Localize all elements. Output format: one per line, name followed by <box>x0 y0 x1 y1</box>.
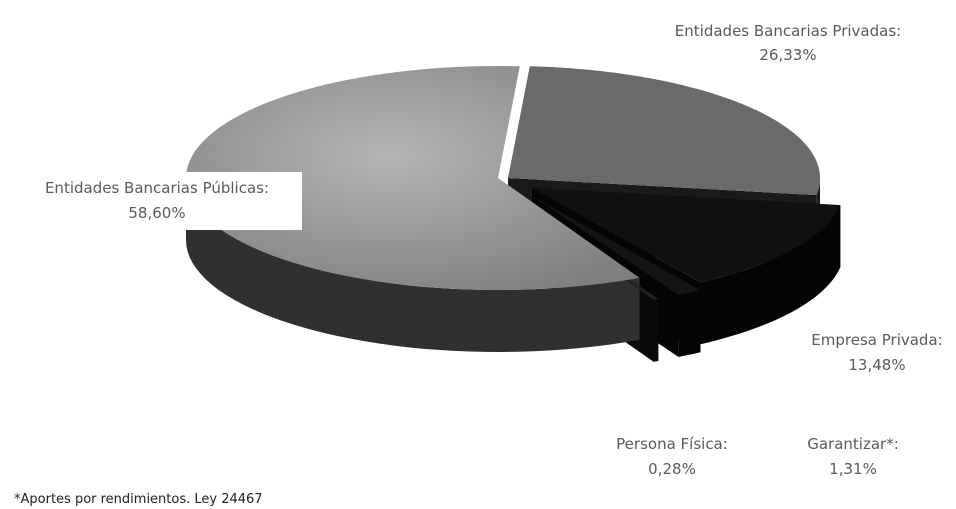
label-persona-fisica-value: 0,28% <box>648 460 696 478</box>
pie-slice-side-0 <box>186 178 640 352</box>
label-empresa-privada-value: 13,48% <box>848 356 905 374</box>
label-garantizar-name: Garantizar*: <box>807 435 899 453</box>
label-bancarias-publicas-box <box>10 172 302 230</box>
pie-slice-top-0 <box>186 66 640 290</box>
label-bancarias-publicas-value: 58,60% <box>128 204 185 222</box>
label-garantizar-value: 1,31% <box>829 460 877 478</box>
label-empresa-privada-name: Empresa Privada: <box>811 331 942 349</box>
pie-slice-tops <box>186 66 841 300</box>
pie-slice-top-2 <box>532 188 841 283</box>
pie-slice-top-1 <box>508 66 820 196</box>
label-bancarias-privadas-value: 26,33% <box>759 46 816 64</box>
chart-footnote: *Aportes por rendimientos. Ley 24467 <box>14 492 263 507</box>
pie-slice-top-3 <box>532 196 701 295</box>
label-bancarias-publicas-name: Entidades Bancarias Públicas: <box>45 179 269 197</box>
label-bancarias-privadas-name: Entidades Bancarias Privadas: <box>675 22 901 40</box>
label-persona-fisica-name: Persona Física: <box>616 435 728 453</box>
pie-slice-side-2 <box>700 205 841 345</box>
